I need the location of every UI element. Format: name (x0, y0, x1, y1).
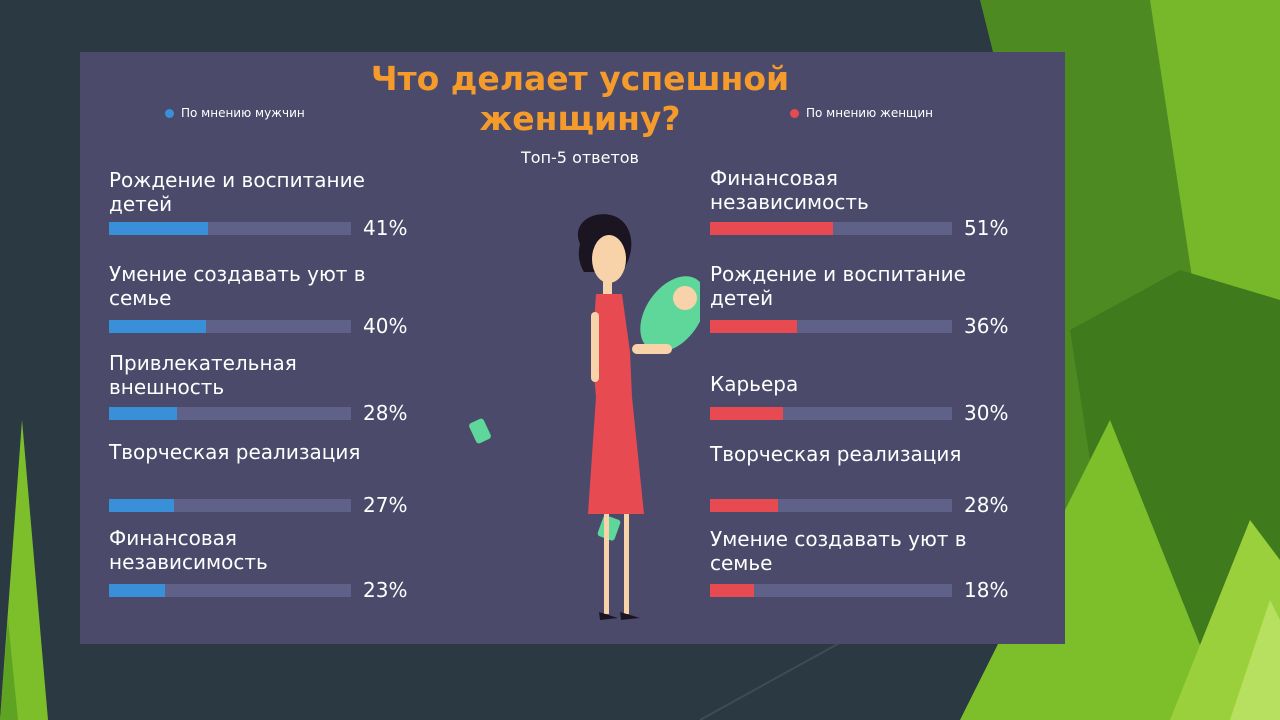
bar (109, 222, 209, 235)
bar-track (109, 407, 351, 420)
bar-track (109, 499, 351, 512)
bar-category-label: Творческая реализация (109, 440, 361, 464)
bar-track (109, 222, 351, 235)
bar-track (710, 320, 952, 333)
bar-value-label: 41% (363, 216, 408, 240)
bar-value-label: 18% (964, 578, 1009, 602)
bar (109, 584, 165, 597)
legend-women: По мнению женщин (790, 106, 933, 120)
bar-value-label: 30% (964, 401, 1009, 425)
bar (109, 320, 206, 333)
bar-category-label: Карьера (710, 372, 799, 396)
bar-category-label: Рождение и воспитание детей (710, 262, 966, 310)
chart-title-line2: женщину? (479, 99, 681, 138)
bar-value-label: 23% (363, 578, 408, 602)
bar (710, 499, 778, 512)
bar (710, 320, 798, 333)
bar-category-label: Привлекательная внешность (109, 351, 297, 399)
bar (710, 222, 834, 235)
bar-category-label: Умение создавать уют в семье (109, 262, 366, 310)
bar (710, 584, 754, 597)
infographic-panel: Что делает успешной женщину? Топ-5 ответ… (80, 52, 1065, 644)
bar-category-label: Творческая реализация (710, 442, 962, 466)
bar-value-label: 40% (363, 314, 408, 338)
bar (710, 407, 783, 420)
legend-men-marker (165, 108, 174, 118)
bar (109, 407, 177, 420)
chart-title: Что делает успешной (370, 59, 790, 98)
men-series-column: Рождение и воспитание детей 41% Умение соз… (109, 52, 429, 644)
bar-track (710, 407, 952, 420)
bar (109, 499, 175, 512)
bar-value-label: 27% (363, 493, 408, 517)
bar-track (710, 584, 952, 597)
bar-track (710, 499, 952, 512)
women-series-column: Финансовая независимость 51% Рождение и во… (710, 52, 1030, 644)
bar-category-label: Умение создавать уют в семье (710, 527, 967, 575)
bar-value-label: 28% (363, 401, 408, 425)
bar-track (710, 222, 952, 235)
legend-women-marker (790, 108, 799, 118)
woman-with-baby-illustration (469, 214, 700, 620)
bar-category-label: Финансовая независимость (710, 166, 869, 214)
bar-value-label: 36% (964, 314, 1009, 338)
legend-men-label: По мнению мужчин (181, 106, 305, 120)
bar-category-label: Финансовая независимость (109, 526, 268, 574)
legend-men: По мнению мужчин (165, 106, 305, 120)
bar-track (109, 584, 351, 597)
bar-value-label: 51% (964, 216, 1009, 240)
chart-subtitle: Топ-5 ответов (521, 148, 639, 167)
bar-category-label: Рождение и воспитание детей (109, 168, 365, 216)
legend-women-label: По мнению женщин (806, 106, 934, 120)
bar-value-label: 28% (964, 493, 1009, 517)
bar-track (109, 320, 351, 333)
